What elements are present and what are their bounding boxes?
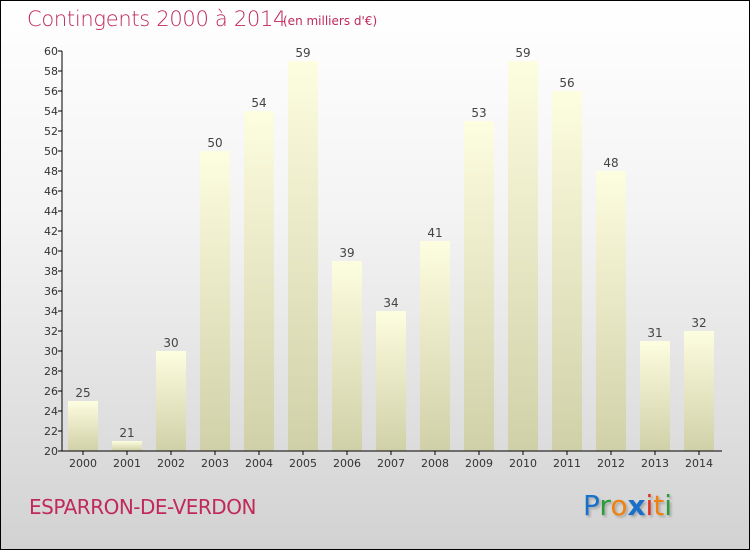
- chart-title: Contingents 2000 à 2014: [27, 7, 287, 31]
- y-tick-label: 22: [44, 425, 58, 438]
- y-tick-label: 36: [44, 285, 58, 298]
- bar: [332, 261, 362, 451]
- y-tick-label: 60: [44, 45, 58, 58]
- x-tick-label: 2001: [113, 457, 141, 470]
- bar: [596, 171, 626, 451]
- bar: [288, 61, 318, 451]
- bar: [376, 311, 406, 451]
- bar: [156, 351, 186, 451]
- x-tick-label: 2005: [289, 457, 317, 470]
- x-tick-label: 2010: [509, 457, 537, 470]
- y-tick-label: 20: [44, 445, 58, 458]
- y-tick-label: 50: [44, 145, 58, 158]
- data-label: 41: [427, 226, 442, 240]
- y-tick-label: 58: [44, 65, 58, 78]
- y-tick-label: 32: [44, 325, 58, 338]
- bar: [640, 341, 670, 451]
- y-tick-label: 46: [44, 185, 58, 198]
- logo-letter: r: [599, 489, 611, 522]
- logo-letter: i: [645, 489, 654, 522]
- bar: [508, 61, 538, 451]
- proxiti-logo[interactable]: Proxiti: [583, 489, 672, 522]
- y-tick-label: 54: [44, 105, 58, 118]
- y-tick-label: 56: [44, 85, 58, 98]
- logo-letter: i: [664, 489, 673, 522]
- data-label: 56: [559, 76, 574, 90]
- x-tick-label: 2009: [465, 457, 493, 470]
- chart-subtitle: (en milliers d'€): [283, 14, 378, 28]
- y-tick-label: 24: [44, 405, 58, 418]
- x-tick-label: 2002: [157, 457, 185, 470]
- data-label: 48: [603, 156, 618, 170]
- x-tick-label: 2008: [421, 457, 449, 470]
- x-tick-label: 2014: [685, 457, 713, 470]
- y-tick-label: 26: [44, 385, 58, 398]
- data-label: 21: [119, 426, 134, 440]
- x-tick-label: 2012: [597, 457, 625, 470]
- data-label: 31: [647, 326, 662, 340]
- commune-name: ESPARRON-DE-VERDON: [29, 495, 256, 519]
- x-tick-label: 2000: [69, 457, 97, 470]
- x-tick-label: 2004: [245, 457, 273, 470]
- x-tick-label: 2006: [333, 457, 361, 470]
- data-label: 54: [251, 96, 266, 110]
- x-tick-label: 2007: [377, 457, 405, 470]
- y-tick-label: 28: [44, 365, 58, 378]
- y-tick-label: 52: [44, 125, 58, 138]
- data-label: 32: [691, 316, 706, 330]
- bar: [552, 91, 582, 451]
- y-tick-label: 38: [44, 265, 58, 278]
- data-label: 25: [75, 386, 90, 400]
- data-label: 39: [339, 246, 354, 260]
- bar: [684, 331, 714, 451]
- data-label: 59: [515, 46, 530, 60]
- data-label: 34: [383, 296, 398, 310]
- data-label: 30: [163, 336, 178, 350]
- data-label: 59: [295, 46, 310, 60]
- bar: [464, 121, 494, 451]
- x-tick-label: 2011: [553, 457, 581, 470]
- x-tick-label: 2013: [641, 457, 669, 470]
- x-tick-label: 2003: [201, 457, 229, 470]
- bar: [420, 241, 450, 451]
- y-tick-label: 42: [44, 225, 58, 238]
- data-label: 53: [471, 106, 486, 120]
- logo-letter: x: [627, 489, 646, 522]
- y-tick-label: 44: [44, 205, 58, 218]
- y-tick-label: 48: [44, 165, 58, 178]
- bar: [68, 401, 98, 451]
- bar: [112, 441, 142, 451]
- logo-letter: P: [583, 489, 600, 522]
- logo-letter: t: [653, 489, 665, 522]
- y-tick-label: 34: [44, 305, 58, 318]
- y-tick-label: 40: [44, 245, 58, 258]
- y-tick-label: 30: [44, 345, 58, 358]
- logo-letter: o: [610, 489, 628, 522]
- data-label: 50: [207, 136, 222, 150]
- bar: [200, 151, 230, 451]
- bar: [244, 111, 274, 451]
